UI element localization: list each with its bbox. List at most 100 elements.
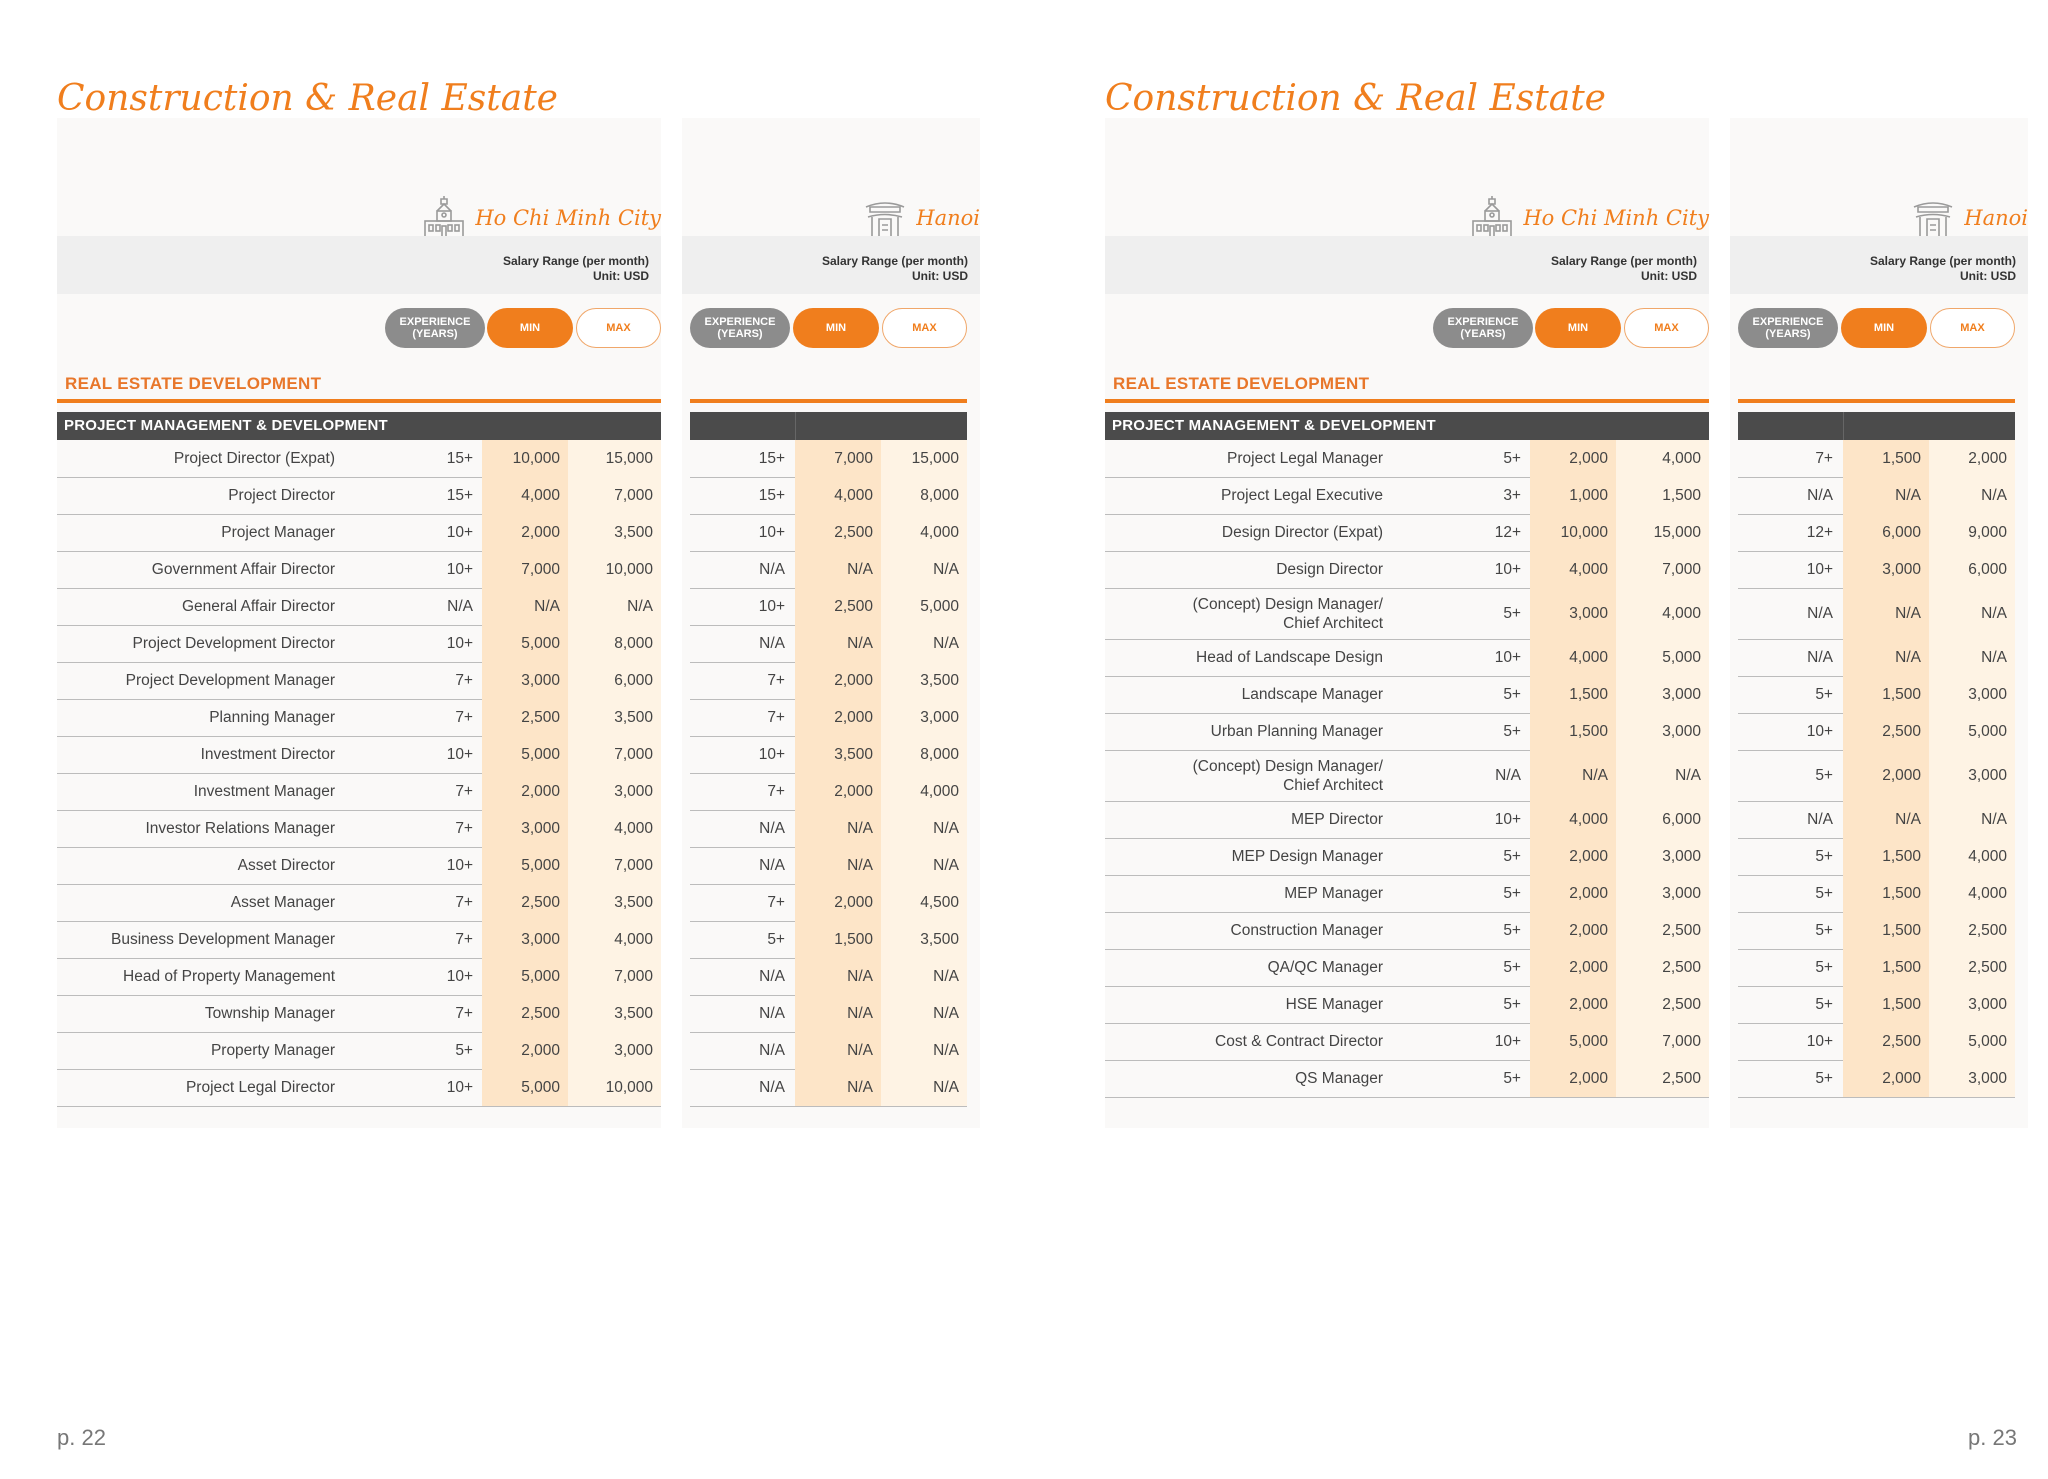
table-row-hanoi: 12+ 6,000 9,000 [1738,514,2015,552]
hcm-min-salary-text: 3,000 [521,671,560,689]
job-title-text: Head of Property Management [123,968,335,985]
hcm-max-salary: 3,000 [1616,713,1709,750]
job-title-text: Business Development Manager [110,931,335,948]
table-row-hanoi: 5+ 2,000 3,000 [1738,750,2015,802]
table-row-hanoi: 15+ 4,000 8,000 [690,477,967,515]
hcm-min-salary-text: N/A [534,597,560,615]
hanoi-experience: 5+ [1738,949,1843,986]
hcm-min-salary-text: 2,000 [1569,449,1608,467]
hanoi-max-salary: 2,500 [1929,912,2015,949]
hanoi-experience: 5+ [1738,676,1843,713]
hcm-experience-text: 5+ [1503,449,1521,467]
job-title: Investment Manager [57,773,344,810]
hanoi-min-salary-text: N/A [1895,604,1921,622]
hanoi-max-salary-text: 8,000 [920,745,959,763]
hanoi-max-salary: 3,500 [881,662,967,699]
hcm-min-salary-text: 4,000 [1569,648,1608,666]
hanoi-min-salary-text: 1,500 [1882,995,1921,1013]
hcm-min-salary: 2,000 [1530,875,1616,912]
table-row-hanoi: N/A N/A N/A [1738,588,2015,640]
hanoi-experience-text: N/A [759,967,785,985]
hcm-min-salary-text: 1,500 [1569,722,1608,740]
hanoi-max-salary-text: 3,000 [1968,766,2007,784]
hcm-min-salary-text: 4,000 [1569,560,1608,578]
hanoi-min-salary: N/A [795,958,881,995]
hcm-min-salary-text: 1,500 [1569,685,1608,703]
hcm-experience-text: 5+ [1503,884,1521,902]
hanoi-min-salary-text: 2,000 [1882,766,1921,784]
hanoi-experience: N/A [690,551,795,588]
table-row-hanoi: 7+ 2,000 3,000 [690,699,967,737]
job-title: Design Director [1105,551,1392,588]
hanoi-min-salary: N/A [795,551,881,588]
hanoi-max-salary: 4,000 [881,514,967,551]
hcm-max-salary: 4,000 [1616,440,1709,477]
hanoi-min-salary: N/A [795,995,881,1032]
hanoi-max-salary: 5,000 [1929,713,2015,750]
hcm-experience-text: 7+ [455,708,473,726]
hcm-min-salary: 5,000 [482,958,568,995]
hcm-min-salary-text: 1,000 [1569,486,1608,504]
hcm-max-salary: 1,500 [1616,477,1709,514]
hcm-max-salary: 3,500 [568,514,661,551]
hcm-max-salary-text: 4,000 [614,930,653,948]
hanoi-experience-text: 7+ [1815,449,1833,467]
unit-label: Unit: USD [912,269,968,283]
hanoi-max-salary: N/A [1929,801,2015,838]
section-heading: REAL ESTATE DEVELOPMENT [1113,374,1370,393]
table-row-hanoi: 7+ 2,000 4,000 [690,773,967,811]
hcm-min-salary-text: 10,000 [1560,523,1608,541]
hanoi-experience-text: N/A [1807,648,1833,666]
hcm-experience: 5+ [1392,986,1530,1023]
hanoi-max-salary: 5,000 [881,588,967,625]
hanoi-min-salary: N/A [1843,477,1929,514]
hanoi-min-salary-text: 3,500 [834,745,873,763]
table-row-hanoi: N/A N/A N/A [690,995,967,1033]
hanoi-experience: 12+ [1738,514,1843,551]
hcm-max-salary: 2,500 [1616,1060,1709,1097]
hcm-max-salary: 10,000 [568,1069,661,1106]
table-row-hanoi: 5+ 1,500 3,500 [690,921,967,959]
hanoi-experience-text: N/A [759,634,785,652]
hcm-max-salary: 3,000 [1616,676,1709,713]
hcm-min-salary: N/A [1530,750,1616,801]
hanoi-min-salary-text: N/A [847,560,873,578]
hcm-min-salary-text: 2,500 [521,1004,560,1022]
section-rule [1105,399,1709,403]
job-title-text: Project Development Director [132,635,335,652]
hcm-min-salary-text: 2,000 [1569,1069,1608,1087]
hcm-min-salary-text: 5,000 [521,634,560,652]
hanoi-min-salary: N/A [795,625,881,662]
hanoi-max-salary: N/A [881,551,967,588]
hanoi-experience: 10+ [1738,713,1843,750]
job-title: Township Manager [57,995,344,1032]
job-title-text: Property Manager [210,1042,335,1059]
hcm-max-salary-text: 7,000 [1662,560,1701,578]
hanoi-max-salary: 8,000 [881,736,967,773]
hcm-experience: 10+ [344,1069,482,1106]
table-row-hanoi: N/A N/A N/A [690,625,967,663]
job-title-text: Project Manager [221,524,335,541]
hanoi-min-salary: 2,500 [795,514,881,551]
hcm-experience-text: 10+ [446,745,473,763]
hanoi-max-salary: 6,000 [1929,551,2015,588]
hanoi-max-salary-text: N/A [933,1004,959,1022]
hcm-experience: 7+ [344,810,482,847]
hanoi-max-salary-text: 2,500 [1968,921,2007,939]
max-pill: MAX [882,308,967,348]
hcm-max-salary: 6,000 [568,662,661,699]
hcm-max-salary: 7,000 [1616,1023,1709,1060]
hcm-min-salary-text: 5,000 [521,856,560,874]
hanoi-min-salary-text: 2,000 [834,671,873,689]
hanoi-min-salary-text: N/A [847,1041,873,1059]
hanoi-city-header: Hanoi [1730,200,2028,238]
hcm-experience-text: 10+ [446,967,473,985]
job-title: (Concept) Design Manager/ Chief Architec… [1105,588,1392,639]
hcm-min-salary: 2,000 [482,514,568,551]
table-row-hanoi: 10+ 3,000 6,000 [1738,551,2015,589]
hcm-experience-text: 3+ [1503,486,1521,504]
hanoi-experience-text: 10+ [1806,1032,1833,1050]
job-title: QA/QC Manager [1105,949,1392,986]
hanoi-max-salary-text: N/A [933,634,959,652]
hcm-salary-range-box: Salary Range (per month) Unit: USD [1105,236,1709,294]
